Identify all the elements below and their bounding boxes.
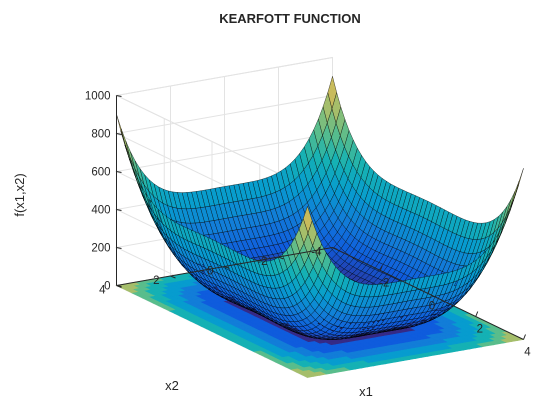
y-tick-label: -2 [257,256,267,268]
y-tick-mark [224,266,230,269]
surface-patch [506,190,516,216]
z-tick-mark [116,247,122,249]
surface-mesh [116,75,524,340]
z-tick-mark [116,133,122,135]
y-axis-label: x2 [165,378,179,393]
surface-patch [514,168,524,197]
y-tick-label: 2 [153,275,159,287]
y-tick-mark [332,247,338,250]
z-tick-label: 800 [91,129,110,141]
x-tick-mark [475,311,479,317]
y-tick-label: 4 [99,285,106,297]
x-tick-label: 0 [429,301,435,313]
z-tick-mark [116,171,122,173]
z-tick-mark [116,209,122,211]
surface-patch [510,180,520,208]
x-tick-label: 2 [477,324,483,336]
x-tick-mark [427,288,431,294]
z-tick-label: 0 [104,281,110,293]
x-tick-label: -2 [379,278,389,290]
floor-cell [301,373,315,378]
y-tick-label: -4 [311,247,322,259]
chart-title: KEARFOTT FUNCTION [219,11,361,26]
x-tick-mark [523,334,526,340]
z-axis-label: f(x1,x2) [12,173,27,216]
z-tick-label: 200 [91,243,110,255]
z-tick-mark [116,95,122,97]
z-tick-label: 600 [91,167,110,179]
z-tick-label: 1000 [85,91,111,103]
y-tick-label: 0 [207,266,213,278]
y-tick-mark [170,275,176,279]
y-tick-mark [278,256,284,260]
z-tick-mark [116,285,122,287]
x-tick-mark [379,265,383,271]
z-tick-label: 400 [91,205,110,217]
x-tick-label: 4 [524,347,531,359]
x-axis-label: x1 [359,384,373,399]
